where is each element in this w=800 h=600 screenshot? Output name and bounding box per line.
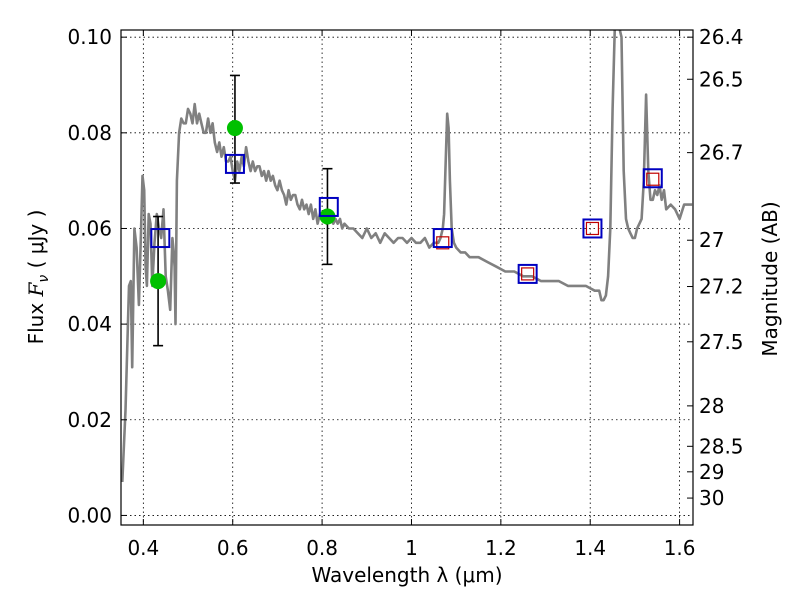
upper-limit-square bbox=[585, 221, 600, 236]
x-tick-label: 0.6 bbox=[217, 536, 249, 560]
right-tick-label: 27.5 bbox=[699, 330, 744, 354]
x-tick-label: 1.2 bbox=[485, 536, 517, 560]
right-tick-label: 27.2 bbox=[699, 275, 744, 299]
y-tick-label: 0.04 bbox=[67, 312, 112, 336]
right-tick-label: 26.7 bbox=[699, 141, 744, 165]
right-tick-label: 29 bbox=[699, 460, 724, 484]
right-tick-label: 30 bbox=[699, 486, 724, 510]
right-tick-label: 28.5 bbox=[699, 434, 744, 458]
model-photometry-square bbox=[224, 153, 245, 174]
upper-limit-square bbox=[646, 172, 660, 186]
y-tick-label: 0.00 bbox=[67, 503, 112, 527]
x-tick-label: 0.4 bbox=[127, 536, 159, 560]
y-tick-label: 0.10 bbox=[67, 25, 112, 49]
observed-flux-point bbox=[226, 120, 243, 137]
model-photometry-square bbox=[642, 168, 663, 189]
axes-ticks: 0.4 0.6 0.8 1 1.2 1.4 1.6 0.00 0.02 0.04 0.06 0.08 0… bbox=[67, 25, 743, 560]
y-axis-label: Flux Fν ( μJy ) bbox=[24, 210, 52, 345]
model-photometry-square bbox=[150, 228, 171, 249]
grid bbox=[121, 30, 693, 525]
model-photometry-square bbox=[432, 228, 453, 249]
y-axis-label-symbol: F bbox=[24, 281, 48, 297]
y-axis-label-subscript: ν bbox=[36, 275, 52, 283]
right-tick-label: 26.4 bbox=[699, 25, 744, 49]
y-axis-label-unit: ( μJy ) bbox=[24, 210, 48, 275]
model-photometry-square bbox=[582, 218, 603, 239]
observed-flux-point bbox=[150, 273, 167, 290]
plot-area bbox=[121, 30, 693, 483]
plot-frame bbox=[120, 29, 694, 526]
y-tick-label: 0.06 bbox=[67, 216, 112, 240]
sed-model-line bbox=[121, 30, 693, 483]
x-axis-label: Wavelength λ (μm) bbox=[311, 563, 502, 587]
x-tick-label: 1.4 bbox=[574, 536, 606, 560]
right-tick-label: 26.5 bbox=[699, 67, 744, 91]
y-tick-label: 0.08 bbox=[67, 121, 112, 145]
upper-limit-square bbox=[436, 236, 450, 250]
right-tick-label: 28 bbox=[699, 394, 724, 418]
right-tick-label: 27 bbox=[699, 228, 724, 252]
model-photometry-square bbox=[318, 196, 339, 217]
x-tick-label: 0.8 bbox=[306, 536, 338, 560]
model-photometry-square bbox=[517, 263, 538, 284]
right-axis-label: Magnitude (AB) bbox=[758, 201, 782, 356]
y-tick-label: 0.02 bbox=[67, 408, 112, 432]
upper-limit-square bbox=[521, 267, 535, 281]
y-axis-label-prefix: Flux bbox=[24, 296, 48, 344]
x-tick-label: 1.6 bbox=[664, 536, 696, 560]
x-tick-label: 1 bbox=[405, 536, 418, 560]
